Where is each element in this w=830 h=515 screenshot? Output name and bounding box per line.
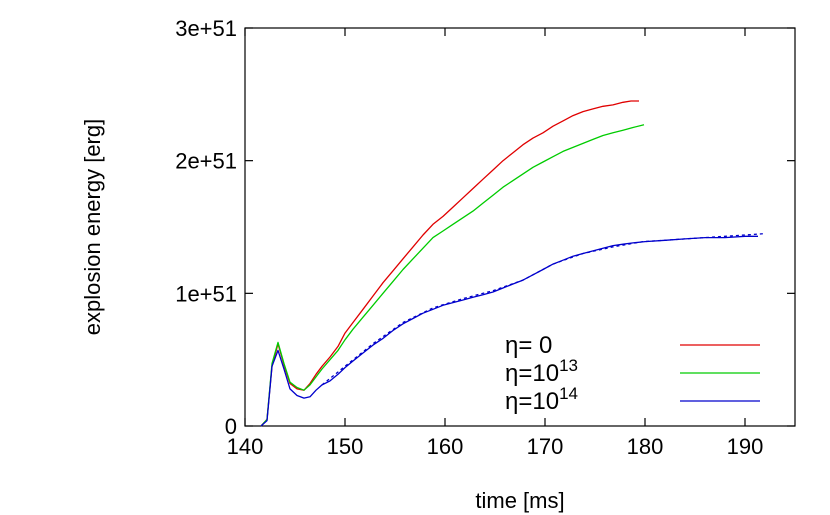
y-tick-label: 1e+51: [175, 281, 237, 306]
plot-frame: [244, 27, 796, 427]
legend-label-base: η=10: [505, 360, 559, 387]
x-tick-label: 150: [327, 434, 364, 459]
legend-label-2: η=1014: [505, 384, 578, 415]
x-tick-label: 180: [627, 434, 664, 459]
legend-label-superscript: 14: [559, 384, 578, 403]
series-line-0: [260, 100, 639, 427]
series-line-3: [321, 232, 766, 386]
legend-label-base: η= 0: [505, 332, 552, 359]
y-tick-label: 2e+51: [175, 149, 237, 174]
y-axis-label: explosion energy [erg]: [80, 119, 105, 335]
y-tick-label: 3e+51: [175, 16, 237, 41]
x-axis-ticks: 140 150 160 170 180 190: [227, 28, 764, 459]
series-lines: [260, 100, 766, 427]
y-tick-label: 0: [225, 414, 237, 439]
x-tick-label: 160: [427, 434, 464, 459]
x-tick-label: 140: [227, 434, 264, 459]
x-tick-label: 190: [727, 434, 764, 459]
legend-label-1: η=1013: [505, 356, 578, 387]
series-line-1: [260, 124, 645, 427]
x-tick-label: 170: [527, 434, 564, 459]
y-axis-ticks: 0 1e+51 2e+51 3e+51: [175, 16, 795, 439]
x-axis-label: time [ms]: [475, 488, 564, 513]
legend-label-base: η=10: [505, 388, 559, 415]
legend-label-superscript: 13: [559, 356, 578, 375]
series-line-2: [260, 235, 758, 427]
legend-label-0: η= 0: [505, 332, 552, 359]
